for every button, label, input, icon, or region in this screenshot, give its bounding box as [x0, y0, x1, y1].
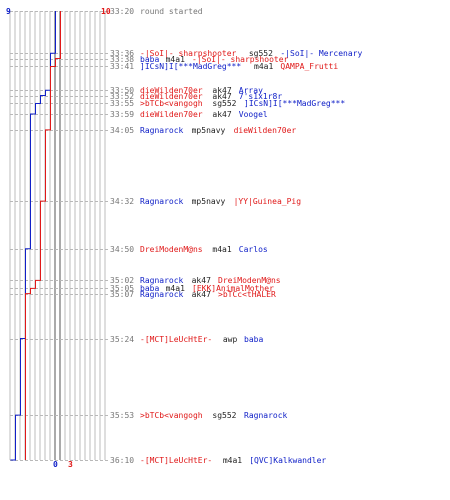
event-victim: baba: [244, 335, 263, 344]
red-end-count: 3: [68, 460, 73, 469]
event-time: 34:05: [110, 126, 134, 135]
event-row: 33:41 ]ICsN]I[***MadGreg*** m4a1 QAMPA_Fr…: [110, 62, 338, 71]
event-row: 34:32 Ragnarock mp5navy |YY|Guinea_Pig: [110, 197, 301, 206]
event-row: 36:10 -[MCT]LeUcHtEr- m4a1 [QVC]Kalkwandl…: [110, 456, 326, 465]
event-weapon: m4a1: [161, 55, 190, 64]
event-weapon: ak47: [208, 92, 237, 101]
event-actor: dieWilden70er: [140, 92, 203, 101]
event-row: 34:50 DreiModenM@ns m4a1 Carlos: [110, 245, 268, 254]
event-victim: -|SoI|- sharpshooter: [192, 55, 289, 64]
event-victim: Carlos: [239, 245, 268, 254]
event-actor: dieWilden70er: [140, 110, 203, 119]
event-actor: >bTCb<vangogh: [140, 411, 203, 420]
event-time: 35:02: [110, 276, 134, 285]
event-actor: round started: [140, 7, 203, 16]
event-victim: |YY|Guinea_Pig: [234, 197, 302, 206]
event-log: 33:20 round started 33:36 -|SoI|- sharpshoo…: [110, 7, 362, 465]
event-time: 34:32: [110, 197, 134, 206]
event-victim: ]ICsN]I[***MadGreg***: [244, 99, 345, 108]
event-row: 33:59 dieWilden70er ak47 Voogel: [110, 110, 268, 119]
grid-lines: [9, 11, 106, 460]
blue-start-count: 9: [6, 7, 11, 16]
event-time: 33:38: [110, 55, 134, 64]
event-weapon: m4a1: [208, 245, 237, 254]
event-victim: dieWilden70er: [234, 126, 297, 135]
event-actor: baba: [140, 284, 159, 293]
event-time: 35:07: [110, 290, 134, 299]
event-row: 33:20 round started: [110, 7, 203, 16]
event-time: 33:41: [110, 62, 134, 71]
event-time: 35:53: [110, 411, 134, 420]
event-actor: -[MCT]LeUcHtEr-: [140, 335, 212, 344]
event-actor: baba: [140, 55, 159, 64]
event-time: 33:36: [110, 49, 134, 58]
event-time: 35:05: [110, 284, 134, 293]
event-weapon: m4a1: [249, 62, 278, 71]
event-time: 33:20: [110, 7, 134, 16]
event-actor: -|SoI|- sharpshooter: [140, 49, 237, 58]
event-weapon: mp5navy: [187, 197, 230, 206]
event-victim: Voogel: [239, 110, 268, 119]
blue-team-line: [10, 11, 56, 461]
event-weapon: m4a1: [161, 284, 190, 293]
event-actor: >bTCb<vangogh: [140, 99, 203, 108]
event-actor: Ragnarock: [140, 197, 184, 206]
event-weapon: sg552: [208, 99, 242, 108]
event-row: 33:38 baba m4a1 -|SoI|- sharpshooter: [110, 55, 289, 64]
event-victim: 7's1x1r8r: [239, 92, 283, 101]
event-row: 35:53 >bTCb<vangogh sg552 Ragnarock: [110, 411, 288, 420]
event-weapon: ak47: [208, 110, 237, 119]
event-time: 34:50: [110, 245, 134, 254]
event-weapon: sg552: [208, 411, 242, 420]
event-row: 34:05 Ragnarock mp5navy dieWilden70er: [110, 126, 296, 135]
event-victim: [QVC]Kalkwandler: [249, 456, 326, 465]
event-actor: Ragnarock: [140, 126, 184, 135]
event-actor: DreiModenM@ns: [140, 245, 203, 254]
event-weapon: ak47: [187, 290, 216, 299]
event-weapon: sg552: [244, 49, 278, 58]
event-time: 33:59: [110, 110, 134, 119]
event-victim: [EKK]AnimalMother: [192, 284, 274, 293]
event-weapon: ak47: [208, 86, 237, 95]
event-time: 33:52: [110, 92, 134, 101]
event-row: 33:52 dieWilden70er ak47 7's1x1r8r: [110, 92, 282, 101]
event-actor: dieWilden70er: [140, 86, 203, 95]
event-row: 35:02 Ragnarock ak47 DreiModenM@ns: [110, 276, 281, 285]
event-dash-lines: [10, 11, 108, 461]
event-weapon: m4a1: [218, 456, 247, 465]
event-row: 33:50 dieWilden70er ak47 Array: [110, 86, 263, 95]
event-actor: -[MCT]LeUcHtEr-: [140, 456, 212, 465]
event-row: 35:07 Ragnarock ak47 >bTCc<tHALER: [110, 290, 276, 299]
event-time: 36:10: [110, 456, 134, 465]
event-time: 33:50: [110, 86, 134, 95]
red-team-line: [25, 11, 61, 460]
event-row: 35:05 baba m4a1 [EKK]AnimalMother: [110, 284, 274, 293]
event-actor: Ragnarock: [140, 290, 184, 299]
event-actor: Ragnarock: [140, 276, 184, 285]
team-lines: [10, 11, 61, 461]
event-actor: ]ICsN]I[***MadGreg***: [140, 62, 241, 71]
event-weapon: mp5navy: [187, 126, 230, 135]
event-victim: -|SoI|- Mercenary: [280, 49, 362, 58]
event-weapon: awp: [218, 335, 242, 344]
event-time: 33:55: [110, 99, 134, 108]
event-row: 33:55 >bTCb<vangogh sg552 ]ICsN]I[***MadG…: [110, 99, 345, 108]
event-row: 33:36 -|SoI|- sharpshooter sg552 -|SoI|- …: [110, 49, 362, 58]
event-time: 35:24: [110, 335, 134, 344]
blue-end-count: 0: [53, 460, 58, 469]
event-victim: QAMPA_Frutti: [280, 62, 338, 71]
event-victim: Array: [239, 86, 263, 95]
event-row: 35:24 -[MCT]LeUcHtEr- awp baba: [110, 335, 263, 344]
event-weapon: ak47: [187, 276, 216, 285]
event-victim: DreiModenM@ns: [218, 276, 281, 285]
red-start-count: 10: [101, 7, 111, 16]
event-victim: >bTCc<tHALER: [218, 290, 276, 299]
event-victim: Ragnarock: [244, 411, 288, 420]
